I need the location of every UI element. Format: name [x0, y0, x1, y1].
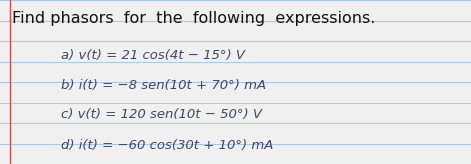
- Text: c) v(t) = 120 sen(10t − 50°) V: c) v(t) = 120 sen(10t − 50°) V: [61, 108, 262, 121]
- Text: Find phasors  for  the  following  expressions.: Find phasors for the following expressio…: [12, 11, 375, 26]
- Text: d) i(t) = −60 cos(30t + 10°) mA: d) i(t) = −60 cos(30t + 10°) mA: [61, 139, 274, 152]
- Text: a) v(t) = 21 cos(4t − 15°) V: a) v(t) = 21 cos(4t − 15°) V: [61, 49, 245, 62]
- Text: b) i(t) = −8 sen(10t + 70°) mA: b) i(t) = −8 sen(10t + 70°) mA: [61, 79, 267, 92]
